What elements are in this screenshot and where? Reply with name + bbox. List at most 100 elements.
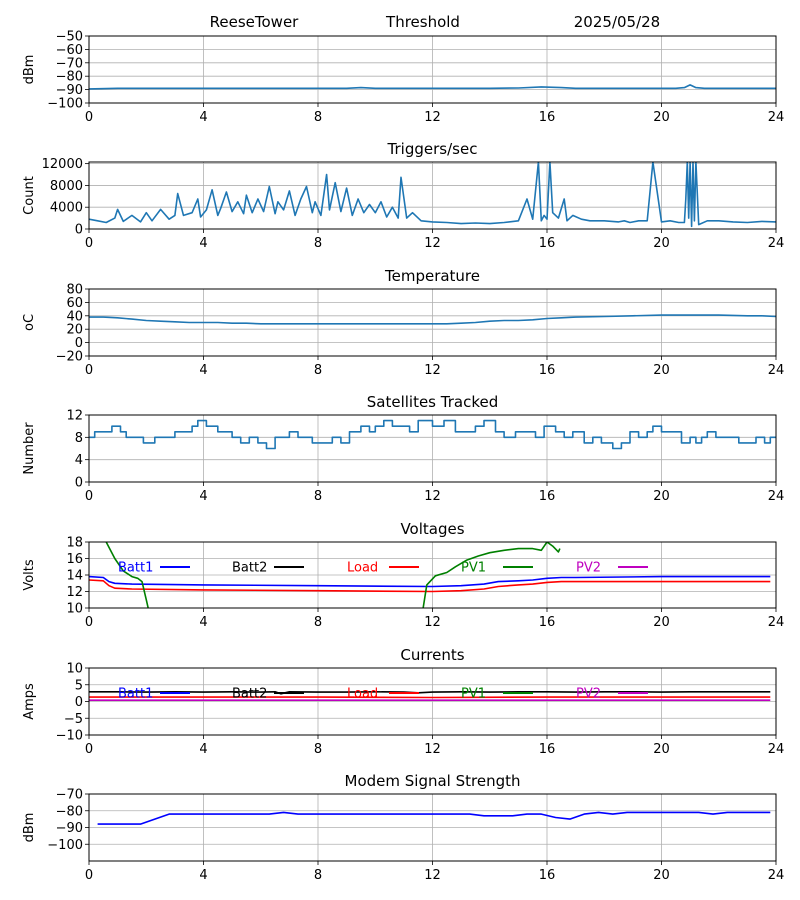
series-line-value: [89, 84, 776, 90]
x-tick-label: 4: [199, 742, 207, 757]
y-tick-label: 40: [66, 309, 83, 324]
y-tick-label: 4000: [50, 201, 83, 216]
legend-label-pv1: PV1: [461, 561, 486, 576]
y-axis-label: oC: [22, 314, 37, 331]
legend-label-pv1: PV1: [461, 687, 486, 702]
x-tick-label: 24: [768, 489, 785, 504]
x-tick-label: 16: [539, 489, 556, 504]
legend-label-batt1: Batt1: [118, 561, 153, 576]
legend-label-load: Load: [347, 687, 378, 702]
header-date: 2025/05/28: [574, 13, 660, 31]
x-tick-label: 0: [85, 236, 93, 251]
series-line-batt1: [89, 575, 771, 588]
x-tick-label: 4: [199, 615, 207, 630]
y-axis-label: dBm: [22, 813, 37, 843]
y-tick-label: −80: [56, 70, 83, 85]
x-tick-label: 12: [424, 110, 441, 125]
x-tick-label: 20: [653, 742, 670, 757]
y-tick-label: 20: [66, 323, 83, 338]
y-tick-label: −50: [56, 30, 83, 45]
y-tick-label: 8: [75, 431, 83, 446]
y-tick-label: 12: [66, 409, 83, 424]
x-tick-label: 0: [85, 489, 93, 504]
y-tick-label: 60: [66, 296, 83, 311]
y-tick-label: −70: [56, 788, 83, 803]
x-tick-label: 0: [85, 615, 93, 630]
x-tick-label: 16: [539, 742, 556, 757]
y-tick-label: 0: [75, 223, 83, 238]
x-tick-label: 16: [539, 868, 556, 883]
y-tick-label: −100: [47, 97, 83, 112]
y-tick-label: −20: [56, 350, 83, 365]
x-tick-label: 4: [199, 868, 207, 883]
y-tick-label: 10: [66, 662, 83, 677]
x-tick-label: 0: [85, 110, 93, 125]
x-tick-label: 12: [424, 615, 441, 630]
x-tick-label: 8: [314, 110, 322, 125]
series-line-value: [89, 419, 776, 450]
panel-title: Voltages: [400, 520, 464, 538]
y-axis-label: Amps: [22, 683, 37, 720]
x-tick-label: 16: [539, 363, 556, 378]
series-line-value: [89, 162, 776, 228]
x-tick-label: 8: [314, 236, 322, 251]
y-tick-label: 16: [66, 552, 83, 567]
x-tick-label: 12: [424, 489, 441, 504]
y-tick-label: −100: [47, 838, 83, 853]
y-tick-label: −5: [64, 712, 83, 727]
y-tick-label: 12: [66, 585, 83, 600]
x-tick-label: 24: [768, 742, 785, 757]
legend-label-batt2: Batt2: [232, 687, 267, 702]
x-tick-label: 0: [85, 742, 93, 757]
y-tick-label: 0: [75, 336, 83, 351]
y-tick-label: 8000: [50, 179, 83, 194]
x-tick-label: 20: [653, 489, 670, 504]
y-tick-label: 10: [66, 602, 83, 617]
y-tick-label: 0: [75, 695, 83, 710]
panel-title: Temperature: [384, 267, 480, 285]
panel-noise: 0 4 8 12 16 20 24 −100−90−80−70−60−50 dBm: [22, 30, 784, 126]
y-tick-label: −60: [56, 43, 83, 58]
y-tick-label: −10: [56, 729, 83, 744]
legend-label-pv2: PV2: [576, 561, 601, 576]
panel-triggers: 0 4 8 12 16 20 24 0 4000 8000 12000 Triggers/sec Cou…: [22, 140, 784, 251]
x-tick-label: 12: [424, 236, 441, 251]
panel-title: Satellites Tracked: [367, 393, 498, 411]
panel-satellites: 0 4 8 12 16 20 24 0 4 8 12 Satellites Tracked Number: [22, 393, 784, 504]
x-tick-label: 24: [768, 868, 785, 883]
x-tick-label: 0: [85, 868, 93, 883]
legend-label-batt1: Batt1: [118, 687, 153, 702]
x-tick-label: 4: [199, 236, 207, 251]
panel-title: Triggers/sec: [387, 140, 478, 158]
x-tick-label: 8: [314, 615, 322, 630]
x-tick-label: 16: [539, 236, 556, 251]
series-line-batt2: [89, 691, 771, 695]
series-line-value: [89, 314, 776, 325]
series-line-value: [97, 811, 771, 825]
y-tick-label: 5: [75, 678, 83, 693]
y-tick-label: 14: [66, 569, 83, 584]
y-axis-label: Volts: [22, 559, 37, 591]
series-line-pv1: [89, 542, 561, 608]
x-tick-label: 8: [314, 363, 322, 378]
y-tick-label: −90: [56, 83, 83, 98]
x-tick-label: 12: [424, 868, 441, 883]
legend-label-batt2: Batt2: [232, 561, 267, 576]
x-tick-label: 20: [653, 868, 670, 883]
y-axis-label: Count: [22, 176, 37, 215]
x-tick-label: 24: [768, 236, 785, 251]
y-tick-label: 4: [75, 453, 83, 468]
x-tick-label: 4: [199, 363, 207, 378]
x-tick-label: 20: [653, 615, 670, 630]
y-tick-label: 12000: [42, 157, 83, 172]
panel-modem: 0 4 8 12 16 20 24 −100 −90 −80−70 Modem Signal Str…: [22, 772, 784, 883]
series-line-load: [89, 579, 771, 593]
panel-title: Currents: [400, 646, 464, 664]
y-tick-label: 18: [66, 536, 83, 551]
x-tick-label: 12: [424, 742, 441, 757]
x-tick-label: 4: [199, 110, 207, 125]
x-tick-label: 4: [199, 489, 207, 504]
